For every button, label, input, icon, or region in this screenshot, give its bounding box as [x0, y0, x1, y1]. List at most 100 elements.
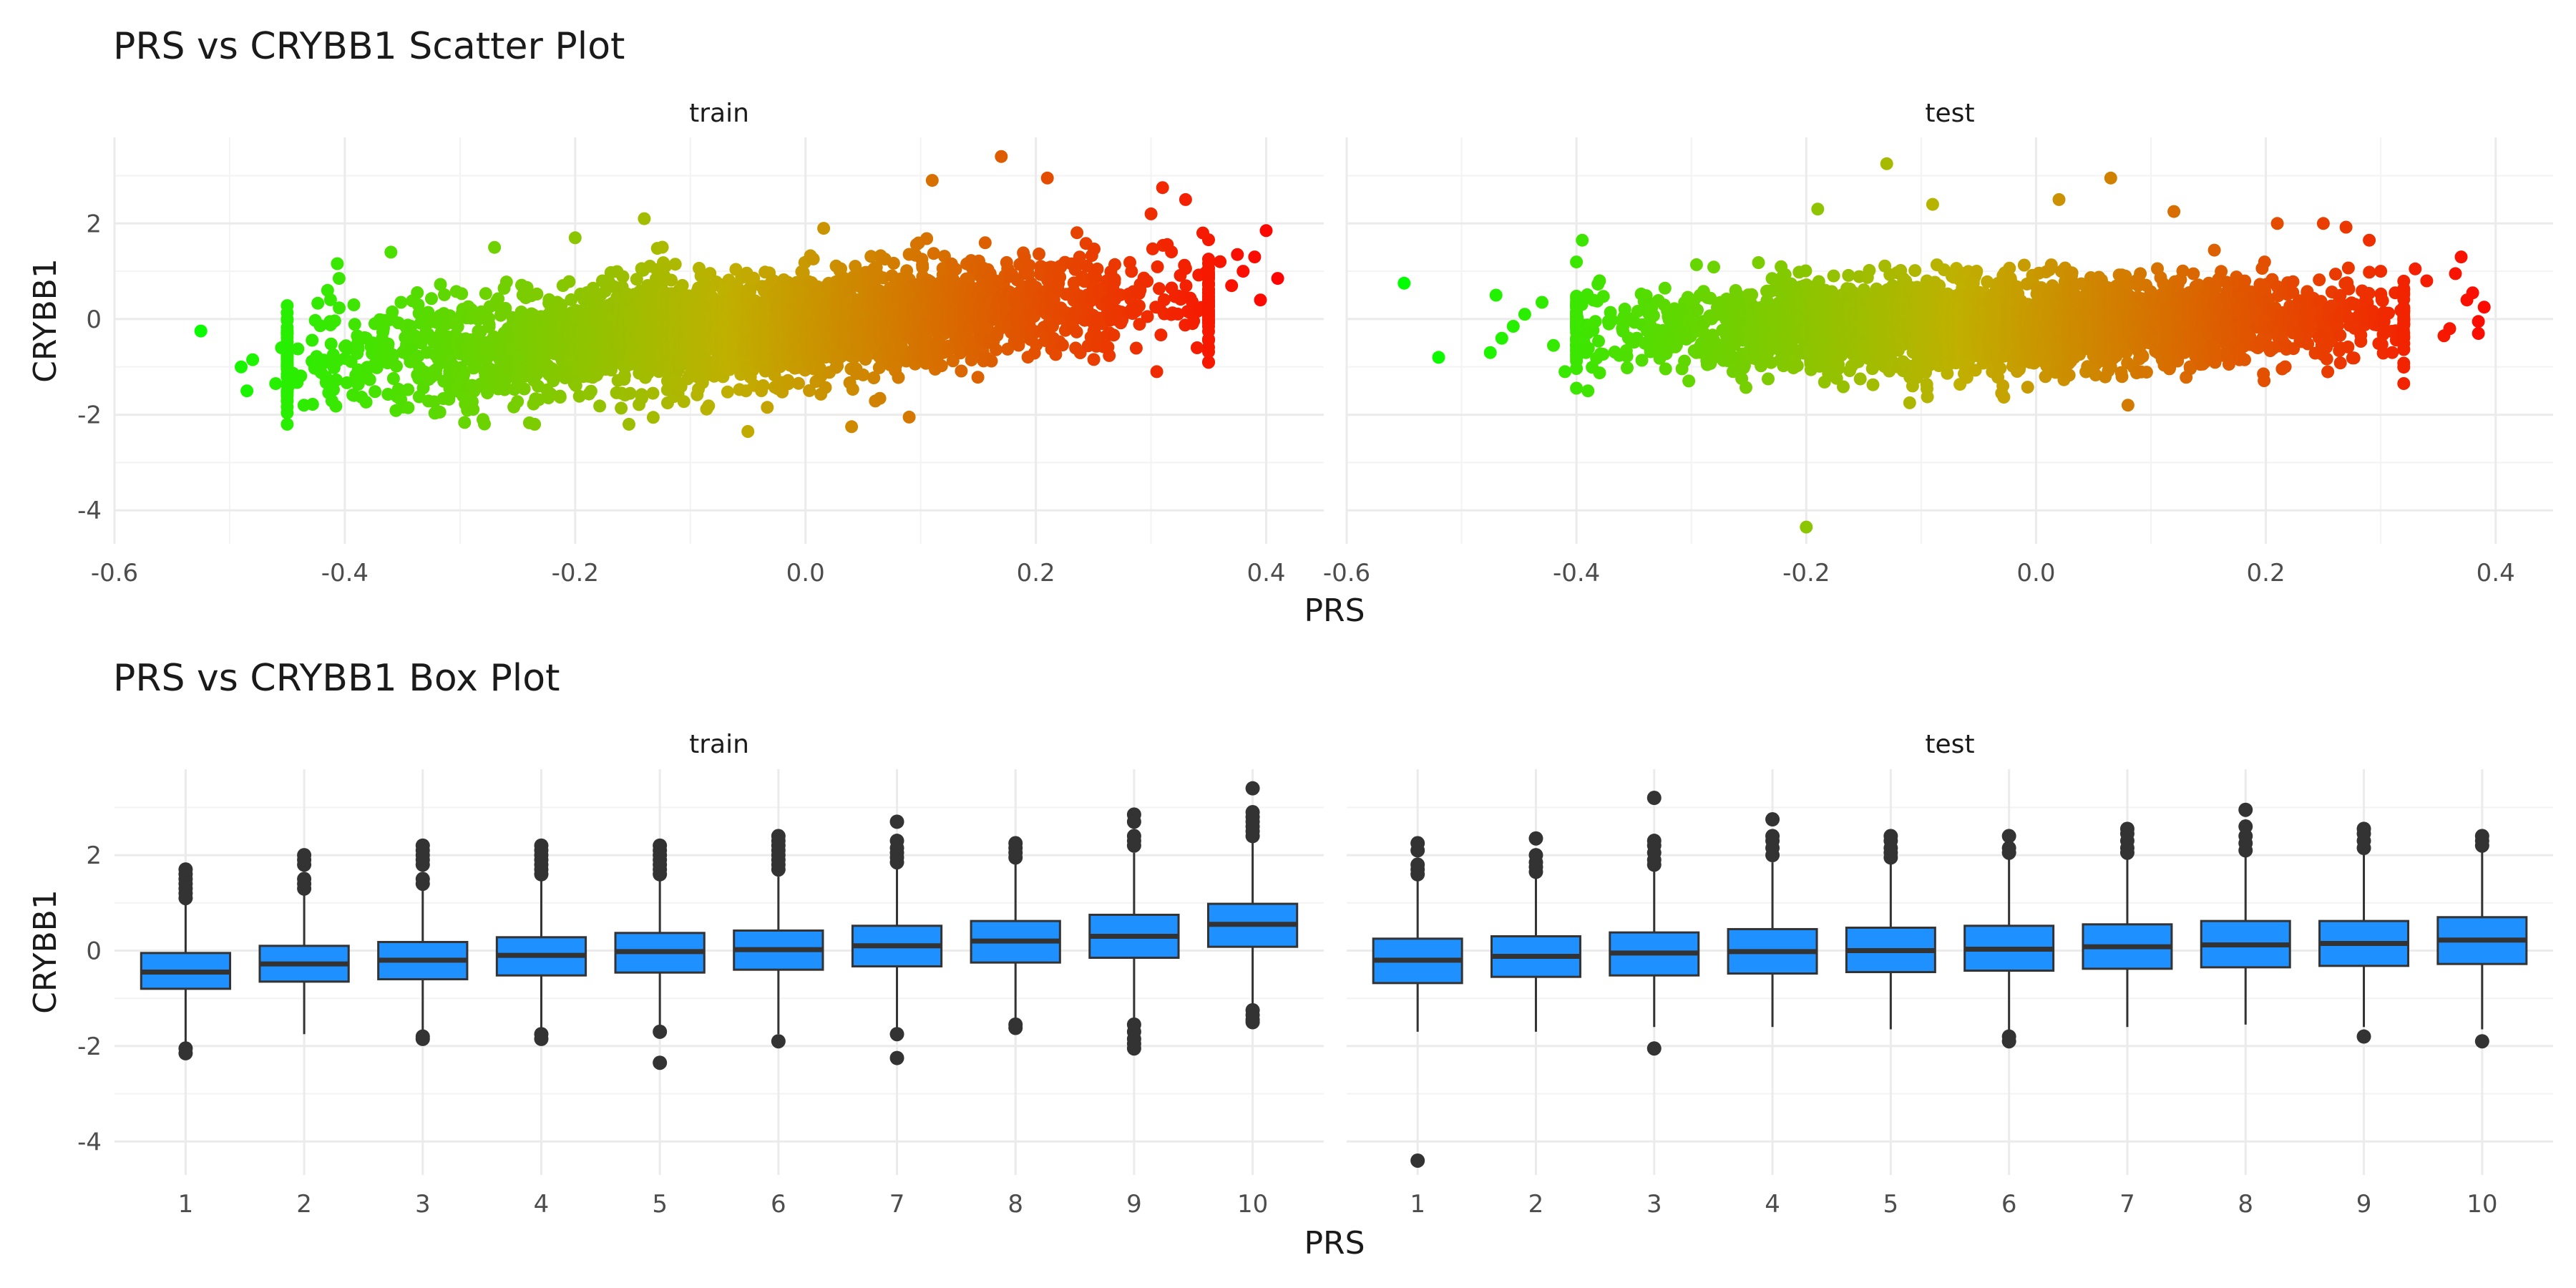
scatter-point: [1202, 355, 1215, 369]
scatter-point: [1921, 390, 1934, 404]
scatter-point: [434, 278, 447, 291]
scatter-point: [1740, 381, 1752, 394]
scatter-point: [1091, 262, 1104, 275]
scatter-point: [1646, 309, 1660, 322]
scatter-point: [359, 395, 373, 409]
scatter-point: [528, 417, 542, 431]
scatter-point: [892, 371, 905, 384]
scatter-point: [1596, 348, 1610, 361]
scatter-point: [331, 257, 344, 270]
scatter-point: [391, 382, 405, 396]
scatter-point: [347, 298, 361, 311]
scatter-point: [1592, 334, 1605, 348]
x-tick-label: 0.0: [786, 559, 825, 587]
scatter-point: [1589, 315, 1602, 328]
scatter-point: [1141, 275, 1154, 288]
scatter-point: [792, 376, 805, 390]
scatter-point: [761, 401, 774, 414]
scatter-point: [348, 318, 361, 331]
y-tick-label: 0: [86, 306, 102, 334]
scatter-point: [1593, 274, 1606, 288]
scatter-plot: PRS vs CRYBB1 Scatter Plot train test -0…: [27, 25, 2553, 629]
scatter-point: [1254, 293, 1267, 307]
scatter-point: [381, 337, 395, 351]
scatter-point: [1055, 338, 1069, 352]
scatter-point: [572, 389, 586, 403]
scatter-point: [655, 240, 669, 254]
scatter-point: [384, 245, 398, 259]
scatter-point: [327, 383, 340, 396]
scatter-point: [324, 337, 338, 351]
scatter-point: [499, 302, 512, 315]
x-tick-label: 0.2: [2247, 559, 2285, 587]
scatter-point: [1659, 362, 1672, 376]
scatter-point: [1156, 181, 1169, 195]
scatter-point: [514, 306, 528, 318]
scatter-point: [1689, 258, 1703, 271]
scatter-strip-test: test: [1925, 99, 1974, 128]
scatter-point: [623, 417, 635, 431]
scatter-point: [949, 263, 962, 276]
scatter-point: [511, 395, 525, 409]
scatter-point: [925, 174, 939, 187]
scatter-point: [990, 343, 1002, 356]
scatter-point: [329, 399, 343, 413]
scatter-point: [1605, 313, 1619, 327]
scatter-point: [401, 383, 415, 396]
scatter-point: [1144, 207, 1158, 220]
scatter-point: [1108, 258, 1121, 271]
x-tick-label: -0.2: [1782, 559, 1830, 587]
scatter-point: [1658, 281, 1672, 295]
scatter-point: [306, 333, 319, 347]
scatter-point: [1837, 380, 1850, 394]
scatter-point: [630, 273, 643, 286]
scatter-point: [340, 376, 353, 389]
scatter-point: [306, 398, 319, 411]
scatter-point: [313, 319, 327, 333]
scatter-point: [1214, 255, 1227, 268]
scatter-point: [1087, 353, 1101, 366]
scatter-point: [615, 401, 628, 415]
scatter-point: [1179, 262, 1192, 275]
scatter-point: [1033, 247, 1045, 260]
x-tick-label: -0.2: [552, 559, 599, 587]
scatter-point: [955, 364, 968, 378]
scatter-point: [246, 353, 260, 366]
scatter-point: [269, 377, 283, 391]
scatter-point: [1271, 272, 1284, 286]
scatter-point: [668, 258, 682, 271]
scatter-point: [819, 381, 832, 394]
scatter-panel-train: -0.6 -0.4 -0.2 0.0 0.2 0.4-4-202: [77, 137, 1324, 587]
scatter-point: [315, 358, 328, 371]
scatter-point: [873, 391, 887, 405]
scatter-point: [1853, 372, 1867, 386]
scatter-point: [1202, 308, 1215, 321]
x-tick-label: -0.6: [1323, 559, 1370, 587]
scatter-point: [646, 411, 660, 424]
scatter-point: [1108, 273, 1121, 286]
scatter-point: [532, 393, 545, 406]
scatter-point: [280, 406, 294, 419]
scatter-point: [394, 296, 408, 309]
scatter-point: [1682, 374, 1696, 388]
scatter-strip-train: train: [689, 99, 749, 128]
scatter-point: [1070, 226, 1084, 240]
scatter-point: [1678, 354, 1692, 368]
scatter-point: [291, 342, 305, 356]
scatter-point: [386, 305, 399, 318]
scatter-point: [1129, 341, 1143, 355]
scatter-point: [1088, 243, 1101, 255]
scatter-point: [401, 401, 415, 414]
scatter-point: [1125, 265, 1138, 278]
scatter-point: [623, 386, 637, 400]
scatter-point: [370, 361, 384, 374]
scatter-point: [978, 236, 992, 250]
scatter-point: [1570, 255, 1584, 269]
scatter-point: [438, 288, 451, 301]
scatter-point: [845, 420, 859, 434]
scatter-point: [1153, 282, 1166, 296]
scatter-point: [1570, 381, 1584, 395]
scatter-point: [616, 270, 630, 283]
scatter-point: [477, 413, 489, 426]
